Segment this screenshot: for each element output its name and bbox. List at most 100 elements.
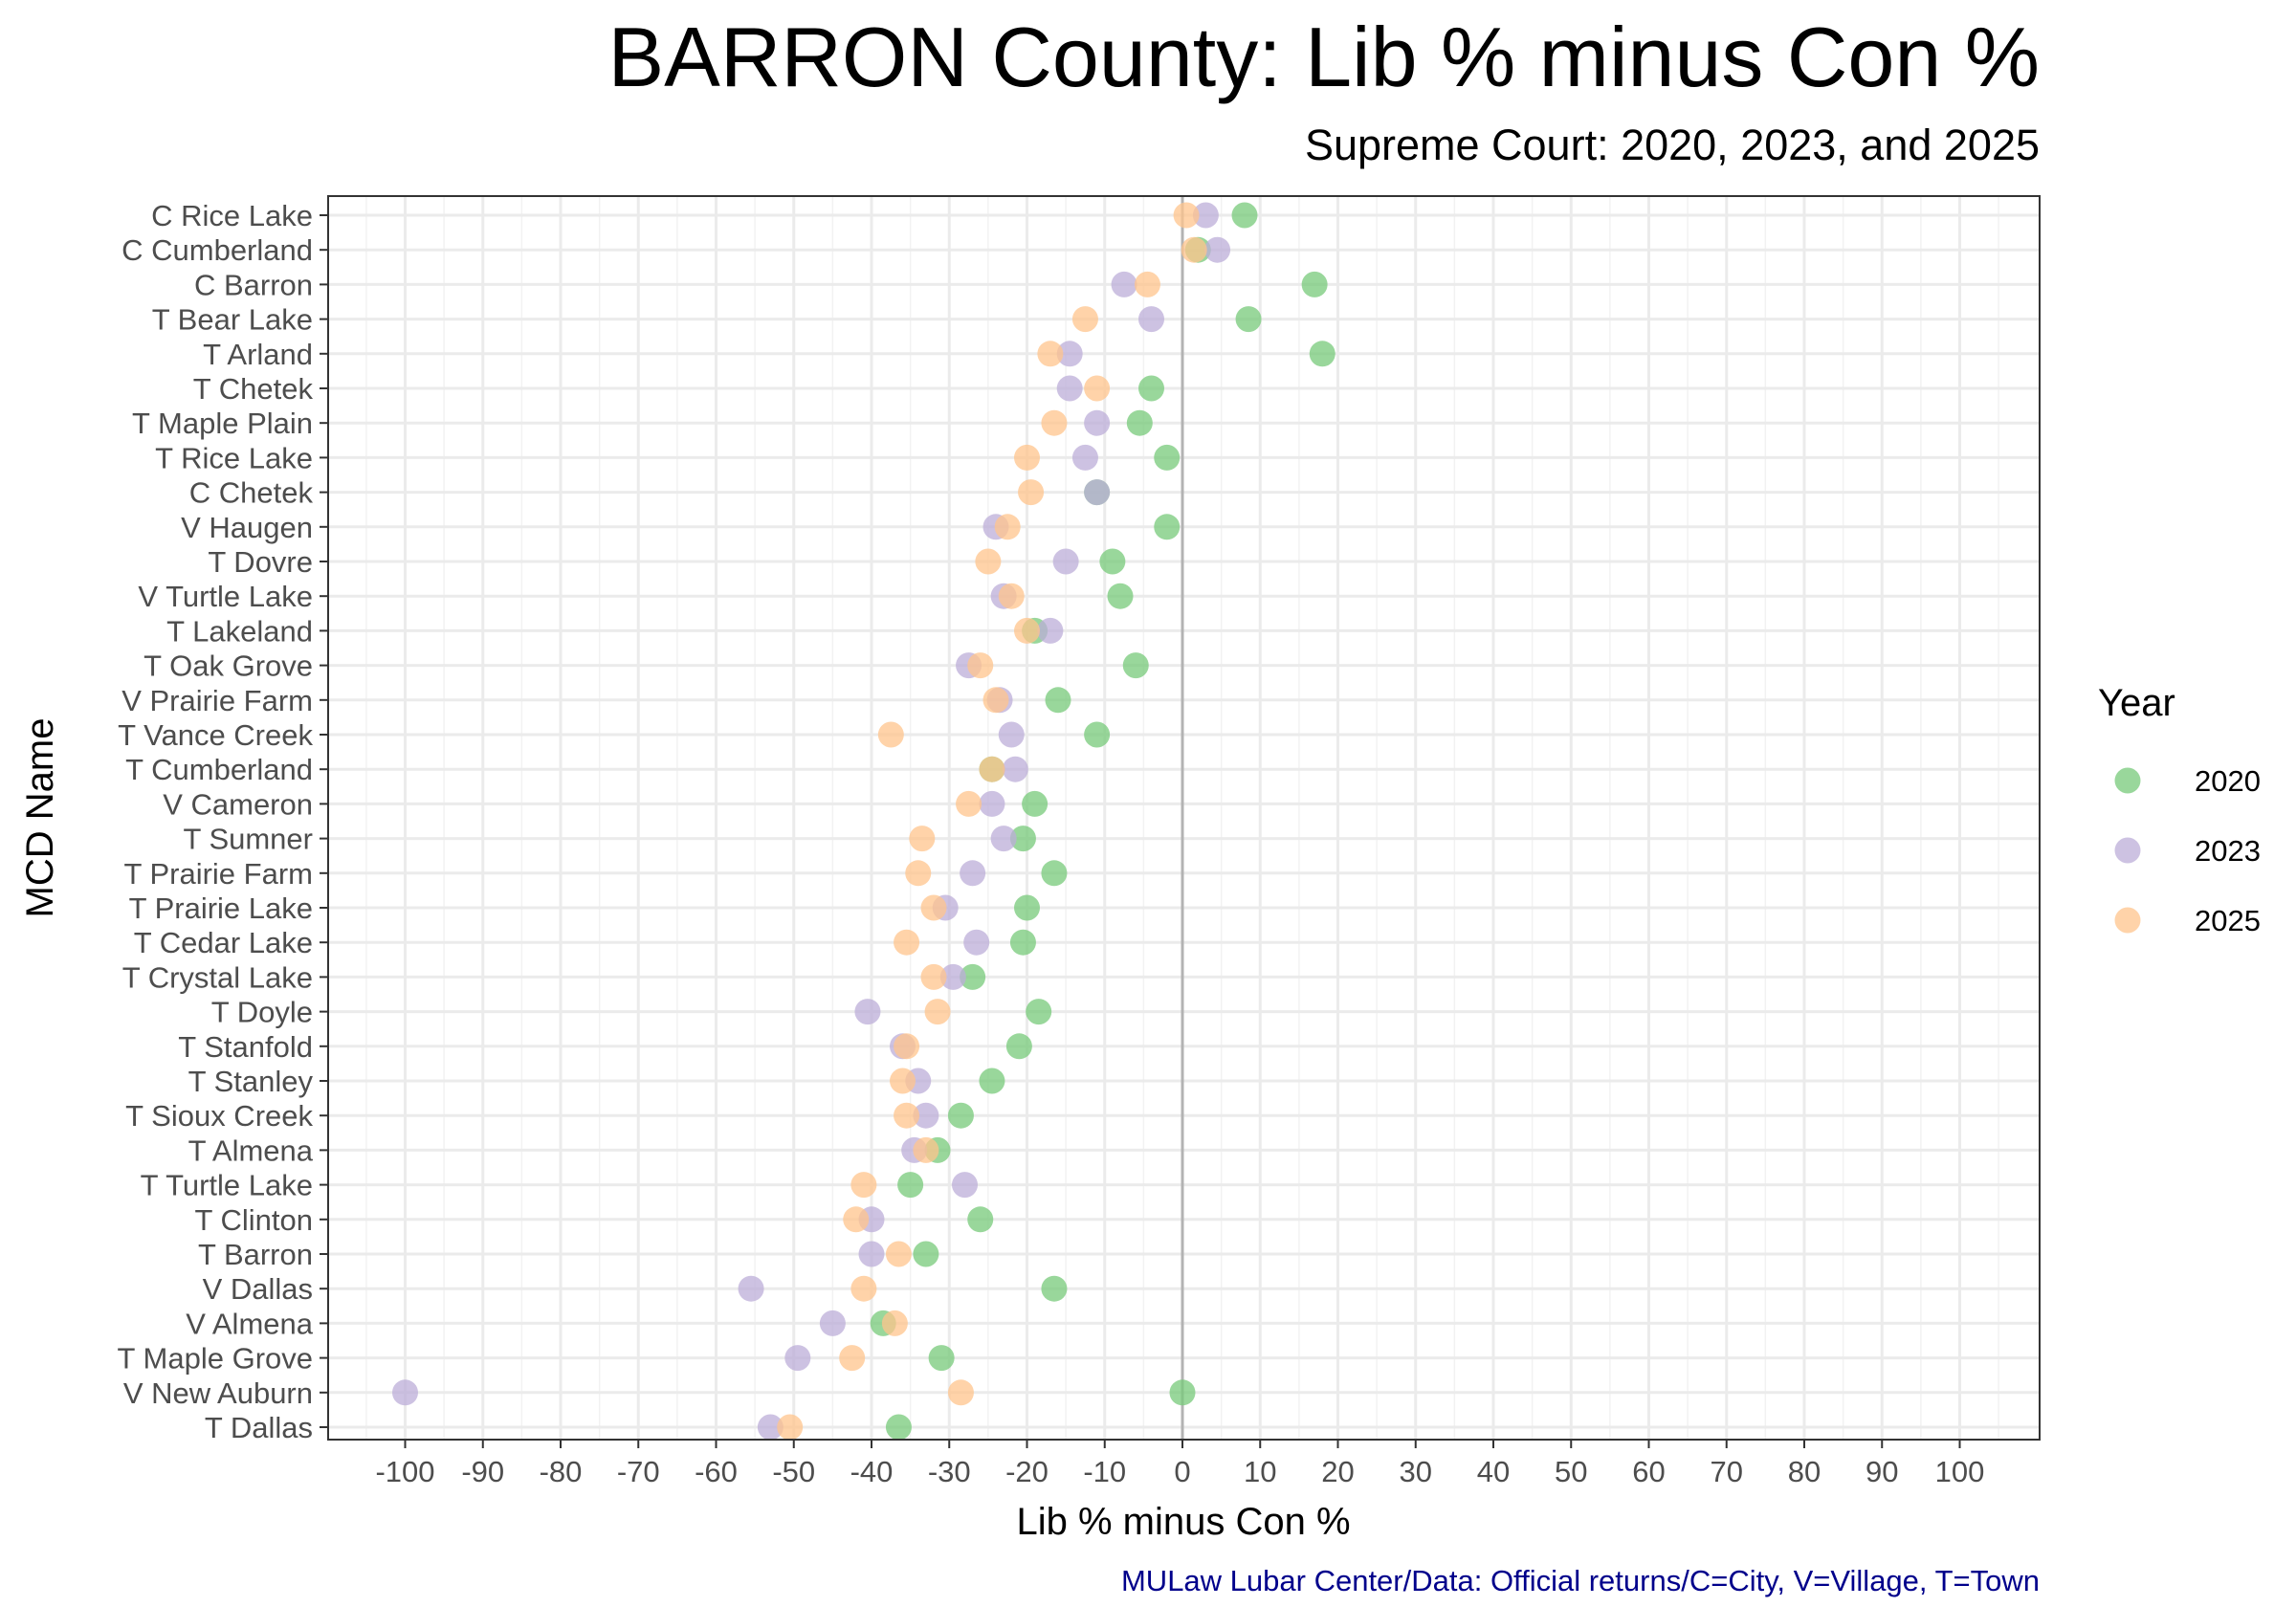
point-2020 [1169, 1379, 1196, 1406]
x-tick-label: -70 [617, 1455, 660, 1488]
point-2025 [924, 999, 951, 1025]
y-axis-title: MCD Name [19, 718, 61, 918]
point-2023 [1002, 756, 1028, 782]
y-tick-label: T Prairie Farm [123, 857, 313, 891]
point-2020 [947, 1102, 974, 1129]
point-2023 [738, 1275, 764, 1302]
x-tick-label: 50 [1555, 1455, 1587, 1488]
legend-key-2020 [2114, 767, 2141, 794]
x-tick-label: 80 [1788, 1455, 1821, 1488]
x-tick-label: 10 [1244, 1455, 1276, 1488]
point-2025 [975, 548, 1002, 575]
point-2025 [1018, 479, 1045, 506]
legend-key-2025 [2114, 907, 2141, 934]
point-2025 [1014, 617, 1040, 644]
x-tick-label: -10 [1083, 1455, 1126, 1488]
point-2023 [819, 1310, 846, 1336]
point-2020 [1122, 652, 1149, 679]
y-tick-label: T Dallas [205, 1411, 313, 1444]
x-tick-label: -40 [850, 1455, 894, 1488]
chart-subtitle: Supreme Court: 2020, 2023, and 2025 [1305, 121, 2040, 169]
y-tick-label: T Lakeland [166, 614, 313, 648]
point-2023 [757, 1414, 784, 1441]
point-2020 [1107, 583, 1134, 609]
point-2025 [777, 1414, 804, 1441]
point-2020 [913, 1241, 939, 1267]
point-2020 [960, 963, 986, 990]
y-tick-label: T Vance Creek [118, 718, 313, 752]
point-2020 [1009, 826, 1036, 852]
point-2025 [1014, 444, 1040, 471]
x-tick-label: -60 [695, 1455, 738, 1488]
chart-title: BARRON County: Lib % minus Con % [607, 10, 2040, 104]
point-2023 [990, 826, 1017, 852]
point-2020 [1154, 444, 1181, 471]
x-tick-label: -20 [1005, 1455, 1049, 1488]
x-tick-label: 90 [1866, 1455, 1898, 1488]
point-2023 [392, 1379, 418, 1406]
point-2020 [1099, 548, 1126, 575]
point-2020 [897, 1172, 924, 1199]
point-2025 [920, 894, 947, 921]
x-tick-label: -100 [375, 1455, 434, 1488]
x-tick-label: -50 [772, 1455, 815, 1488]
point-2025 [1084, 375, 1111, 402]
x-tick-label: -90 [461, 1455, 504, 1488]
y-tick-label: T Barron [198, 1238, 313, 1271]
point-2023 [1204, 236, 1231, 263]
y-tick-label: T Turtle Lake [141, 1169, 313, 1202]
y-tick-label: V Turtle Lake [138, 580, 313, 613]
point-2020 [885, 1414, 912, 1441]
point-2025 [894, 1102, 920, 1129]
point-2023 [913, 1102, 939, 1129]
point-2025 [920, 963, 947, 990]
point-2020 [1301, 271, 1328, 297]
y-tick-label: T Oak Grove [144, 649, 313, 683]
y-tick-label: V Prairie Farm [121, 684, 313, 717]
point-2025 [982, 687, 1009, 714]
y-tick-label: T Rice Lake [155, 441, 313, 474]
point-2020 [928, 1345, 955, 1372]
x-tick-label: 60 [1632, 1455, 1665, 1488]
y-tick-label: T Arland [203, 338, 313, 371]
point-2023 [854, 999, 881, 1025]
y-tick-label: C Chetek [189, 476, 314, 510]
point-2025 [881, 1310, 908, 1336]
point-2020 [1041, 860, 1068, 887]
point-2023 [858, 1241, 885, 1267]
x-tick-label: 0 [1174, 1455, 1190, 1488]
y-tick-label: T Maple Plain [132, 407, 313, 440]
point-2020 [1126, 409, 1153, 436]
point-2023 [1111, 271, 1137, 297]
point-2020 [979, 1068, 1005, 1094]
point-2020 [1231, 202, 1258, 229]
legend-label: 2023 [2195, 834, 2261, 868]
point-2025 [967, 652, 994, 679]
y-tick-label: T Crystal Lake [122, 960, 313, 994]
y-tick-label: C Cumberland [121, 233, 313, 267]
point-2020 [1009, 929, 1036, 956]
point-2020 [1154, 514, 1181, 540]
point-2023 [1084, 479, 1111, 506]
point-2020 [1084, 721, 1111, 748]
point-2025 [877, 721, 904, 748]
point-2025 [894, 929, 920, 956]
plot-border [327, 195, 2041, 1441]
point-2023 [998, 721, 1025, 748]
y-tick-label: T Stanfold [178, 1030, 313, 1064]
x-tick-label: 20 [1321, 1455, 1354, 1488]
point-2020 [1005, 1033, 1032, 1060]
point-2025 [994, 514, 1021, 540]
point-2023 [952, 1172, 978, 1199]
point-2023 [939, 963, 966, 990]
point-2025 [885, 1241, 912, 1267]
x-tick-label: 70 [1711, 1455, 1743, 1488]
point-2020 [1235, 306, 1262, 333]
point-2023 [1056, 341, 1083, 367]
point-2025 [913, 1136, 939, 1163]
x-axis: -100 -90 -80 -70 -60 -50 -40 -30 -20 -10 0 10 20 30 40… [375, 1440, 1984, 1488]
point-2025 [843, 1206, 870, 1233]
legend-label: 2025 [2195, 904, 2261, 937]
y-tick-label: T Almena [188, 1134, 314, 1167]
point-2025 [850, 1275, 877, 1302]
